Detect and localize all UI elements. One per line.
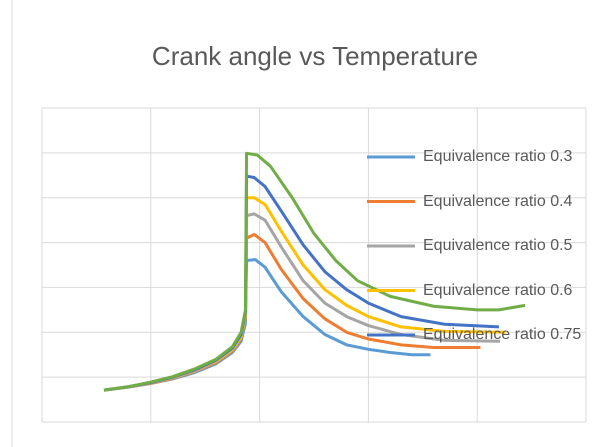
- chart-title: Crank angle vs Temperature: [152, 41, 478, 71]
- legend-label: Equivalence ratio 0.5: [423, 237, 573, 254]
- legend-label: Equivalence ratio 0.6: [423, 281, 573, 299]
- series-line: [103, 258, 431, 392]
- legend-label: Equivalence ratio 0.75: [423, 326, 582, 343]
- legend-label: Equivalence ratio 0.4: [423, 192, 573, 210]
- legend-label: Equivalence ratio 0.3: [423, 148, 573, 165]
- series-line: [103, 232, 481, 392]
- series-line: [103, 151, 526, 392]
